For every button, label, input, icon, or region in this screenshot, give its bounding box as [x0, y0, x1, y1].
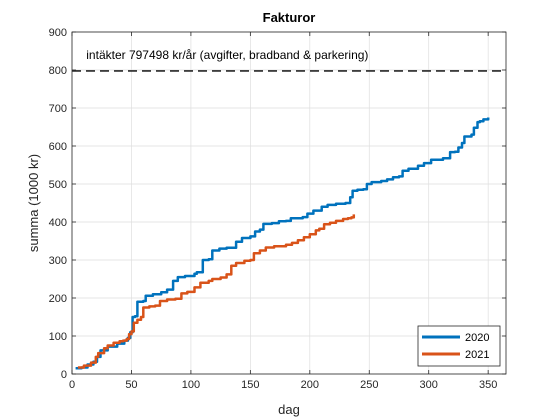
y-tick-label: 0: [61, 369, 67, 381]
y-tick-label: 900: [49, 27, 67, 39]
plot-frame: [71, 31, 507, 375]
legend-label-2020: 2020: [465, 332, 489, 344]
legend-box: [417, 325, 501, 367]
y-tick-label: 400: [49, 217, 67, 229]
x-tick-label: 50: [125, 379, 137, 391]
grid: [71, 31, 506, 375]
x-tick-label: 0: [69, 379, 75, 391]
legend: 2020 2021: [417, 325, 501, 367]
y-tick-label: 500: [49, 179, 67, 191]
series-line-2020: [75, 117, 490, 370]
x-tick-label: 300: [420, 379, 438, 391]
y-tick-label: 200: [49, 293, 67, 305]
series-line-2021: [77, 214, 356, 369]
reference-line-label: intäkter 797498 kr/år (avgifter, bradban…: [86, 48, 368, 62]
y-tick-label: 300: [49, 255, 67, 267]
y-axis-label: summa (1000 kr): [26, 154, 41, 252]
x-tick-label: 200: [301, 379, 319, 391]
y-tick-label: 800: [49, 65, 67, 77]
x-tick-label: 350: [479, 379, 497, 391]
x-axis-label: dag: [278, 402, 300, 417]
series-layer: [75, 117, 490, 370]
x-tick-label: 100: [182, 379, 200, 391]
y-tick-label: 700: [49, 103, 67, 115]
ticks: 0 50 100 150 200 250 300 350 0 100 200 300 400 500 600…: [49, 27, 506, 391]
y-tick-label: 600: [49, 141, 67, 153]
x-tick-label: 250: [360, 379, 378, 391]
x-tick-label: 150: [241, 379, 259, 391]
legend-label-2021: 2021: [465, 349, 489, 361]
chart-title: Fakturor: [263, 10, 316, 25]
y-tick-label: 100: [49, 331, 67, 343]
